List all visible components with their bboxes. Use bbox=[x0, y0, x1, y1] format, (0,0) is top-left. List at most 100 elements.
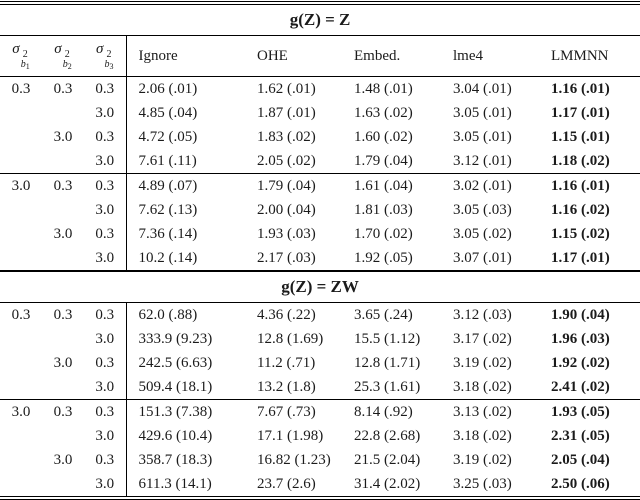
table-row: 3.0 0.3 242.5 (6.63) 11.2 (.71) 12.8 (1.… bbox=[0, 351, 640, 375]
ohe-cell: 2.17 (.03) bbox=[257, 249, 316, 266]
ohe-cell: 1.93 (.03) bbox=[257, 225, 316, 242]
sigma-b3-cell: 0.3 bbox=[84, 351, 127, 375]
sigma-b2-cell: 3.0 bbox=[53, 354, 73, 371]
sigma-b2-cell bbox=[42, 246, 84, 271]
ignore-cell: 4.72 (.05) bbox=[138, 128, 198, 145]
lmmnn-cell: 2.31 (.05) bbox=[551, 427, 610, 444]
sigma-b3-cell: 0.3 bbox=[84, 173, 127, 198]
sigma-b3-cell: 0.3 bbox=[84, 302, 127, 327]
sigma-b1-cell bbox=[0, 198, 42, 222]
col-header-lme4: lme4 bbox=[448, 35, 545, 77]
sigma-b1-cell: 3.0 bbox=[0, 173, 42, 198]
embed-cell: 22.8 (2.68) bbox=[354, 427, 421, 444]
col-header-sigma-b2: σ 2 b2 bbox=[42, 35, 84, 77]
col-header-embed: Embed. bbox=[345, 35, 448, 77]
ohe-cell: 7.67 (.73) bbox=[248, 399, 345, 424]
sigma-b1-cell bbox=[0, 351, 42, 375]
sigma-b3-cell: 0.3 bbox=[84, 448, 127, 472]
ohe-cell: 1.83 (.02) bbox=[257, 128, 316, 145]
lmmnn-cell: 1.17 (.01) bbox=[551, 249, 610, 266]
ohe-cell: 2.00 (.04) bbox=[257, 201, 316, 218]
lme4-cell: 3.19 (.02) bbox=[453, 451, 512, 468]
section-title-gz-zw: g(Z) = ZW bbox=[0, 270, 640, 303]
section-row-gz-zw: g(Z) = ZW bbox=[0, 270, 640, 303]
lmmnn-cell: 2.05 (.04) bbox=[551, 451, 610, 468]
section-row-gz-z: g(Z) = Z bbox=[0, 4, 640, 36]
lmmnn-cell: 2.41 (.02) bbox=[551, 378, 610, 395]
col-header-sigma-b1: σ 2 b1 bbox=[0, 35, 42, 77]
sigma-b2-cell bbox=[42, 327, 84, 351]
sigma-b3-cell: 0.3 bbox=[84, 399, 127, 424]
sigma-b1-cell: 0.3 bbox=[11, 306, 31, 323]
sigma-b1-cell: 3.0 bbox=[0, 399, 42, 424]
ignore-cell: 4.85 (.04) bbox=[138, 104, 198, 121]
table-row: 0.3 0.3 0.3 2.06 (.01) 1.62 (.01) 1.48 (… bbox=[0, 76, 640, 101]
col-header-ohe: OHE bbox=[248, 35, 345, 77]
lme4-cell: 3.17 (.02) bbox=[453, 330, 512, 347]
ignore-cell: 7.36 (.14) bbox=[138, 225, 198, 242]
col-header-lmmnn: LMMNN bbox=[545, 35, 640, 77]
ohe-cell: 12.8 (1.69) bbox=[257, 330, 324, 347]
sigma-b3-cell: 3.0 bbox=[84, 424, 127, 448]
ohe-cell: 1.79 (.04) bbox=[248, 173, 345, 198]
sigma-b1-cell bbox=[0, 246, 42, 271]
embed-cell: 15.5 (1.12) bbox=[354, 330, 421, 347]
table-row: 3.0 0.3 0.3 151.3 (7.38) 7.67 (.73) 8.14… bbox=[0, 399, 640, 424]
embed-cell: 25.3 (1.61) bbox=[354, 378, 421, 395]
table-row: 3.0 0.3 4.72 (.05) 1.83 (.02) 1.60 (.02)… bbox=[0, 125, 640, 149]
ohe-cell: 2.05 (.02) bbox=[257, 152, 316, 169]
ohe-cell: 1.62 (.01) bbox=[257, 80, 316, 97]
ignore-cell: 509.4 (18.1) bbox=[138, 378, 213, 395]
sigma-b2-cell bbox=[42, 375, 84, 400]
sigma-b2-cell: 0.3 bbox=[42, 399, 84, 424]
lmmnn-cell: 1.90 (.04) bbox=[551, 306, 610, 323]
lmmnn-cell: 1.18 (.02) bbox=[551, 152, 610, 169]
lme4-cell: 3.18 (.02) bbox=[453, 378, 512, 395]
lme4-cell: 3.02 (.01) bbox=[448, 173, 545, 198]
sigma-b2-cell: 0.3 bbox=[42, 173, 84, 198]
ignore-cell: 333.9 (9.23) bbox=[138, 330, 213, 347]
sigma-b1-cell bbox=[0, 448, 42, 472]
table-row: 3.0 429.6 (10.4) 17.1 (1.98) 22.8 (2.68)… bbox=[0, 424, 640, 448]
results-table: g(Z) = Z σ 2 b1 σ 2 b2 σ 2 b3 Ignore OHE Embed… bbox=[0, 4, 640, 497]
sigma-b2-cell bbox=[42, 198, 84, 222]
sigma-b1-cell bbox=[0, 375, 42, 400]
ignore-cell: 7.61 (.11) bbox=[138, 152, 197, 169]
table-row: 3.0 7.61 (.11) 2.05 (.02) 1.79 (.04) 3.1… bbox=[0, 149, 640, 174]
lmmnn-cell: 1.16 (.02) bbox=[551, 201, 610, 218]
lme4-cell: 3.18 (.02) bbox=[453, 427, 512, 444]
sigma-b3-cell: 3.0 bbox=[84, 198, 127, 222]
embed-cell: 1.60 (.02) bbox=[354, 128, 413, 145]
table-row: 3.0 4.85 (.04) 1.87 (.01) 1.63 (.02) 3.0… bbox=[0, 101, 640, 125]
ignore-cell: 151.3 (7.38) bbox=[126, 399, 248, 424]
section-title-gz-z: g(Z) = Z bbox=[0, 4, 640, 36]
sigma-b2-cell bbox=[42, 149, 84, 174]
ohe-cell: 13.2 (1.8) bbox=[257, 378, 316, 395]
table-row: 0.3 0.3 0.3 62.0 (.88) 4.36 (.22) 3.65 (… bbox=[0, 302, 640, 327]
ignore-cell: 358.7 (18.3) bbox=[138, 451, 213, 468]
sigma-b3-cell: 3.0 bbox=[84, 375, 127, 400]
embed-cell: 8.14 (.92) bbox=[345, 399, 448, 424]
ohe-cell: 4.36 (.22) bbox=[257, 306, 316, 323]
table-row: 3.0 7.62 (.13) 2.00 (.04) 1.81 (.03) 3.0… bbox=[0, 198, 640, 222]
table-row: 3.0 0.3 358.7 (18.3) 16.82 (1.23) 21.5 (… bbox=[0, 448, 640, 472]
lme4-cell: 3.19 (.02) bbox=[453, 354, 512, 371]
ohe-cell: 1.87 (.01) bbox=[257, 104, 316, 121]
ignore-cell: 7.62 (.13) bbox=[138, 201, 198, 218]
sigma-b3-cell: 0.3 bbox=[84, 222, 127, 246]
sigma-b2-cell: 3.0 bbox=[53, 451, 73, 468]
lme4-cell: 3.05 (.03) bbox=[453, 201, 512, 218]
sigma-b3-cell: 3.0 bbox=[84, 246, 127, 271]
lme4-cell: 3.04 (.01) bbox=[453, 80, 512, 97]
lmmnn-cell: 1.92 (.02) bbox=[551, 354, 610, 371]
embed-cell: 1.81 (.03) bbox=[354, 201, 413, 218]
sigma-b2-cell bbox=[42, 101, 84, 125]
ignore-cell: 242.5 (6.63) bbox=[138, 354, 213, 371]
lmmnn-cell: 1.93 (.05) bbox=[545, 399, 640, 424]
lmmnn-cell: 1.15 (.02) bbox=[551, 225, 610, 242]
embed-cell: 12.8 (1.71) bbox=[354, 354, 421, 371]
sigma-b1-cell bbox=[0, 327, 42, 351]
ignore-cell: 429.6 (10.4) bbox=[138, 427, 213, 444]
lmmnn-cell: 1.17 (.01) bbox=[551, 104, 610, 121]
